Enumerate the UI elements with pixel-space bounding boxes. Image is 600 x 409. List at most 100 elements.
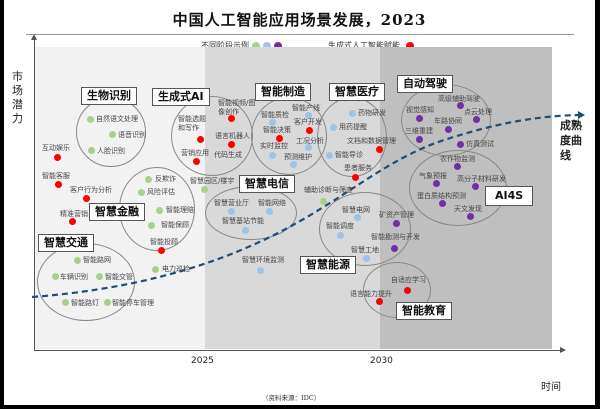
legend-purple-dot-icon <box>274 41 282 50</box>
dot-purple-icon <box>467 213 474 220</box>
dot-blue-icon <box>326 152 333 159</box>
item-anti-fraud: 反欺诈 <box>155 175 176 183</box>
item-smart-hall: 智慧营业厅 <box>214 199 249 207</box>
item-power-patrol: 电力巡检 <box>162 265 190 273</box>
item-marketing: 营销应用 <box>181 149 209 157</box>
item-risk: 风险评估 <box>147 188 175 196</box>
title-divider <box>26 34 574 35</box>
item-vehicle-recog: 车辆识别 <box>60 273 88 281</box>
item-weather: 气象预报 <box>419 172 447 180</box>
item-vehicle-road: 车路协同 <box>434 117 462 125</box>
tag-education: 智能教育 <box>396 302 452 320</box>
item-chatbot: 语言机器人 <box>215 132 250 140</box>
dot-blue-icon <box>337 232 344 239</box>
item-adas: 高级辅助驾驶 <box>438 95 480 103</box>
dot-purple-icon <box>393 220 400 227</box>
dot-green-icon <box>104 299 111 306</box>
dot-red-icon <box>83 195 90 202</box>
item-street-light: 智能路灯 <box>71 299 99 307</box>
maturity-curve-label: 成熟度曲线 <box>560 119 582 162</box>
dot-blue-icon <box>269 119 276 126</box>
item-adaptive-learning: 自适应学习 <box>391 276 426 284</box>
dot-green-icon <box>87 116 94 123</box>
item-astro: 天文发现 <box>454 205 482 213</box>
y-axis-label: 市场潜力 <box>12 70 23 125</box>
tag-autodrive: 自动驾驶 <box>397 75 453 93</box>
dot-purple-icon <box>416 115 423 122</box>
item-nlp: 自然语文处理 <box>96 115 138 123</box>
dot-purple-icon <box>473 116 480 123</box>
item-production-line: 智能产线 <box>292 104 320 112</box>
item-topic-writing: 智能选题和写作 <box>178 115 206 132</box>
dot-purple-icon <box>457 141 464 148</box>
item-doc-data-mgmt: 文档和数据管理 <box>347 137 396 145</box>
dot-purple-icon <box>439 200 446 207</box>
dot-red-icon <box>376 146 383 153</box>
dot-blue-icon <box>363 255 370 262</box>
item-3d-recon: 三维重建 <box>405 127 433 135</box>
dot-red-icon <box>69 218 76 225</box>
item-smart-site: 智慧工地 <box>351 246 379 254</box>
maturity-curve <box>31 111 585 299</box>
source-note: （资料来源：IDC） <box>262 394 321 402</box>
dot-red-icon <box>158 247 165 254</box>
dot-blue-icon <box>242 227 249 234</box>
dot-green-icon <box>96 273 103 280</box>
item-language: 语言能力提升 <box>350 290 392 298</box>
dot-red-icon <box>228 141 235 148</box>
item-predictive-maint: 预测维护 <box>284 153 312 161</box>
dot-red-icon <box>276 135 283 142</box>
dot-red-icon <box>193 158 200 165</box>
item-road-network: 智能路网 <box>83 256 111 264</box>
dot-purple-icon <box>454 163 461 170</box>
item-smart-park: 智慧园区/楼宇 <box>190 177 235 185</box>
item-video-image: 智能视频/图像创作 <box>218 99 256 116</box>
dot-purple-icon <box>416 136 423 143</box>
dot-blue-icon <box>330 124 337 131</box>
dot-green-icon <box>320 198 327 205</box>
dot-red-icon <box>197 136 204 143</box>
x-tick-2025: 2025 <box>191 356 214 366</box>
item-claims: 智能理赔 <box>166 206 194 214</box>
item-survey-dev: 智能勘测与开发 <box>371 233 420 241</box>
dot-blue-icon <box>290 161 297 168</box>
dot-green-icon <box>148 222 155 229</box>
item-precision-marketing: 精准营销 <box>60 210 88 218</box>
chart-title: 中国人工智能应用场景发展，2023 <box>172 11 427 29</box>
tag-transport: 智慧交通 <box>38 234 94 252</box>
dot-blue-icon <box>257 267 264 274</box>
item-traffic-mgmt: 智能交管 <box>105 273 133 281</box>
item-crop-monitor: 农作物监测 <box>440 155 475 163</box>
dot-red-icon <box>55 181 62 188</box>
item-customer-behavior: 客户行为分析 <box>70 186 112 194</box>
tag-finance: 智慧金融 <box>89 203 145 221</box>
dot-red-icon <box>404 287 411 294</box>
item-visual-perception: 视觉感知 <box>406 106 434 114</box>
infographic-frame: 中国人工智能应用场景发展，2023 不同阶段示例 生成式人工智能赋能 市场潜力 … <box>4 0 595 405</box>
tag-genai: 生成式AI <box>152 88 210 106</box>
item-dispatch: 智能调度 <box>326 222 354 230</box>
legend-genai: 生成式人工智能赋能 <box>328 40 414 51</box>
dot-blue-icon <box>354 214 361 221</box>
dot-red-icon <box>54 154 61 161</box>
item-speech: 语音识别 <box>118 131 146 139</box>
item-decision: 智能决策 <box>263 126 291 134</box>
item-condition-analysis: 工况分析 <box>296 137 324 145</box>
dot-red-icon <box>228 115 235 122</box>
item-smart-triage: 智能导诊 <box>335 151 363 159</box>
tag-manufacturing: 智能制造 <box>255 83 311 101</box>
dot-green-icon <box>109 131 116 138</box>
legend-green-dot-icon <box>252 41 260 50</box>
item-drug-rd: 药物研发 <box>358 109 386 117</box>
dot-blue-icon <box>305 144 312 151</box>
tag-medical: 智慧医疗 <box>329 83 385 101</box>
tag-telecom: 智慧电信 <box>239 175 295 193</box>
y-axis <box>34 38 35 351</box>
dot-green-icon <box>88 147 95 154</box>
dot-green-icon <box>52 273 59 280</box>
dot-red-icon <box>376 298 383 305</box>
dot-green-icon <box>138 189 145 196</box>
item-robo-advisor: 智能投顾 <box>150 238 178 246</box>
item-mining-asset: 矿资产管理 <box>379 211 414 219</box>
item-smart-grid: 智慧电网 <box>342 206 370 214</box>
